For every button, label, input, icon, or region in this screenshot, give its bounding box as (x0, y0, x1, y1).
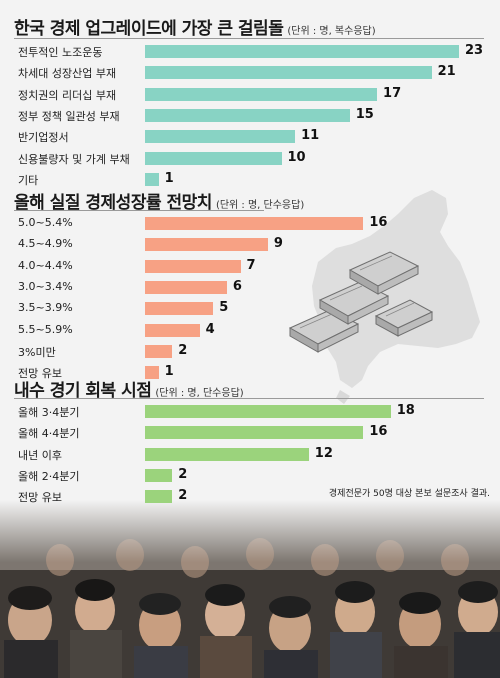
bar-row: 전망 유보 2 (0, 487, 500, 505)
bar-label: 3.0~3.4% (18, 279, 73, 293)
bar-value-label: 15 (355, 106, 374, 122)
bar-value-label: 10 (287, 149, 306, 165)
bar-value-label: 2 (178, 342, 188, 358)
bar-label: 전망 유보 (18, 367, 62, 381)
bar-label: 4.0~4.4% (18, 258, 73, 272)
bar-row: 전망 유보 1 (0, 363, 500, 381)
bar-label: 정치권의 리더십 부재 (18, 88, 117, 102)
bar-label: 차세대 성장산업 부재 (18, 67, 117, 81)
bar (145, 302, 214, 316)
bar-row: 올해 3·4분기 18 (0, 402, 500, 420)
section-title-text: 한국 경제 업그레이드에 가장 큰 걸림돌 (14, 19, 284, 39)
section-unit: (단위 : 명, 단수응답) (155, 388, 244, 399)
bar-value-label: 16 (369, 215, 388, 230)
bar-value-label: 23 (464, 43, 484, 58)
section-title-obstacles: 한국 경제 업그레이드에 가장 큰 걸림돌 (단위 : 명, 복수응답) (14, 14, 376, 39)
bar (145, 172, 159, 186)
bar (145, 447, 309, 461)
bar-label: 기타 (18, 173, 39, 187)
bar-value-label: 1 (164, 364, 174, 380)
bar-row: 5.5~5.9% 4 (0, 321, 500, 339)
bar (145, 280, 227, 294)
bar-value-label: 11 (301, 128, 320, 144)
bar (145, 344, 173, 358)
bar-label: 신용불량자 및 가계 부채 (18, 152, 130, 166)
bar (145, 217, 364, 230)
bar-row: 반기업정서 11 (0, 127, 500, 145)
bar-value-label: 18 (396, 403, 415, 418)
bar-value-label: 1 (164, 170, 174, 186)
section-unit: (단위 : 명, 복수응답) (287, 26, 376, 37)
bar-label: 반기업정서 (18, 131, 69, 145)
bar-row: 4.0~4.4% 7 (0, 257, 500, 275)
bar-label: 올해 4·4분기 (18, 427, 80, 441)
bar-value-label: 6 (232, 278, 242, 294)
bar-value-label: 5 (219, 300, 229, 316)
bar-label: 전투적인 노조운동 (18, 46, 103, 59)
bar (145, 426, 364, 440)
bar (145, 45, 459, 58)
section-unit: (단위 : 명, 단수응답) (215, 200, 305, 211)
bar-label: 4.5~4.9% (18, 237, 73, 251)
bar-label: 3%미만 (18, 345, 56, 359)
bar-row: 전투적인 노조운동 23 (0, 42, 500, 60)
bar-row: 3.0~3.4% 6 (0, 278, 500, 296)
bar-row: 정치권의 리더십 부재 17 (0, 85, 500, 103)
bar (145, 151, 282, 165)
bar-value-label: 9 (273, 236, 283, 252)
bar-label: 3.5~3.9% (18, 301, 73, 315)
bar (145, 238, 268, 252)
bar (145, 323, 200, 337)
bar-label: 정부 정책 일관성 부재 (18, 109, 120, 123)
bar-value-label: 2 (178, 488, 188, 504)
bar-label: 올해 2·4분기 (18, 469, 80, 483)
bar-row: 차세대 성장산업 부재 21 (0, 63, 500, 81)
section-title-text: 내수 경기 회복 시점 (14, 381, 152, 401)
section-divider (14, 398, 484, 399)
bar-label: 내년 이후 (18, 448, 62, 462)
bar-value-label: 12 (314, 445, 333, 461)
bar-label: 5.5~5.9% (18, 322, 73, 336)
bar-row: 기타 1 (0, 170, 500, 188)
bar (145, 468, 173, 482)
bar-label: 올해 3·4분기 (18, 406, 80, 419)
bar (145, 405, 391, 418)
money-stacks-illustration (288, 251, 434, 353)
bar-row: 3%미만 2 (0, 342, 500, 360)
bar-row: 4.5~4.9% 9 (0, 235, 500, 253)
bar-row: 올해 4·4분기 16 (0, 423, 500, 441)
bar-row: 올해 2·4분기 2 (0, 466, 500, 484)
crowd-photo (0, 500, 500, 678)
bar (145, 130, 296, 144)
bar-row: 3.5~3.9% 5 (0, 299, 500, 317)
bar-row: 내년 이후 12 (0, 445, 500, 463)
section-divider (14, 38, 484, 39)
footnote: 경제전문가 50명 대상 본보 설문조사 결과. (328, 489, 490, 499)
bar-value-label: 7 (246, 257, 256, 273)
bar-value-label: 2 (178, 466, 188, 482)
bar-row: 정부 정책 일관성 부재 15 (0, 106, 500, 124)
bar-label: 5.0~5.4% (18, 216, 73, 229)
bar (145, 366, 159, 380)
bar-value-label: 4 (205, 321, 215, 337)
bar (145, 490, 173, 504)
bar (145, 108, 350, 122)
bar-label: 전망 유보 (18, 491, 62, 505)
bar (145, 87, 378, 101)
bar (145, 259, 241, 273)
section-title-growth-forecast: 올해 실질 경제성장률 전망치 (단위 : 명, 단수응답) (14, 188, 304, 213)
section-divider (14, 210, 264, 211)
bar-row: 신용불량자 및 가계 부채 10 (0, 149, 500, 167)
section-title-recovery-timing: 내수 경기 회복 시점 (단위 : 명, 단수응답) (14, 376, 244, 401)
section-title-text: 올해 실질 경제성장률 전망치 (14, 193, 212, 213)
bar (145, 66, 432, 80)
bar-value-label: 17 (383, 85, 402, 101)
bar-value-label: 21 (437, 64, 456, 80)
bar-value-label: 16 (369, 424, 388, 440)
bar-row: 5.0~5.4% 16 (0, 214, 500, 232)
